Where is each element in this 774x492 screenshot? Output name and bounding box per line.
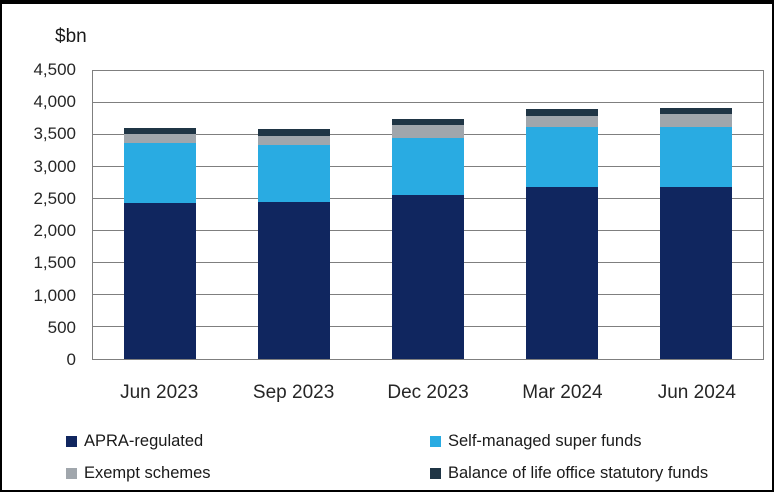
- bar-segment-exempt-schemes: [525, 116, 599, 128]
- legend-label: Balance of life office statutory funds: [448, 464, 709, 482]
- bar-slot-jun-2023: [93, 71, 227, 359]
- bar-slot-sep-2023: [227, 71, 361, 359]
- bar-segment-balance-of-life-office-statutory-funds: [525, 109, 599, 117]
- y-axis-tick-label: 3,000: [33, 156, 76, 176]
- legend: APRA-regulated Self-managed super funds Ex…: [66, 432, 764, 483]
- bar-segment-apra-regulated: [123, 202, 197, 359]
- legend-item-apra-regulated: APRA-regulated: [66, 432, 430, 451]
- y-axis-tick-label: 4,500: [33, 60, 76, 79]
- bar-segment-self-managed-super-funds: [123, 142, 197, 203]
- bar-segment-self-managed-super-funds: [659, 126, 733, 187]
- x-axis-label-jun-2023: Jun 2023: [120, 382, 199, 403]
- bar-segment-self-managed-super-funds: [391, 137, 465, 196]
- bar-segment-balance-of-life-office-statutory-funds: [391, 119, 465, 126]
- legend-swatch: [430, 436, 441, 447]
- stacked-bar-dec-2023: [391, 71, 465, 359]
- bar-segment-apra-regulated: [257, 202, 331, 359]
- legend-label: Self-managed super funds: [448, 432, 642, 450]
- legend-label: Exempt schemes: [84, 464, 211, 482]
- legend-item-balance-of-life-office-statutory-funds: Balance of life office statutory funds: [430, 464, 764, 483]
- legend-swatch: [66, 468, 77, 479]
- bar-segment-exempt-schemes: [659, 113, 733, 127]
- bar-segment-balance-of-life-office-statutory-funds: [123, 127, 197, 134]
- bar-segment-exempt-schemes: [123, 133, 197, 143]
- bar-segment-balance-of-life-office-statutory-funds: [659, 107, 733, 114]
- legend-item-self-managed-super-funds: Self-managed super funds: [430, 432, 764, 451]
- x-axis: Jun 2023 Sep 2023 Dec 2023 Mar 2024 Jun 2024: [92, 382, 764, 404]
- y-axis-tick-label: 4,000: [33, 92, 76, 112]
- y-axis-tick-label: 0: [66, 350, 76, 369]
- gridline: [93, 102, 763, 103]
- legend-swatch: [66, 436, 77, 447]
- y-axis-tick-label: 1,500: [33, 253, 76, 273]
- bar-segment-exempt-schemes: [257, 135, 331, 146]
- y-axis-tick-label: 2,000: [33, 221, 76, 241]
- bars-container: [93, 71, 763, 359]
- bar-segment-exempt-schemes: [391, 125, 465, 138]
- bar-segment-self-managed-super-funds: [257, 145, 331, 203]
- bar-slot-jun-2024: [629, 71, 763, 359]
- y-axis-tick-label: 2,500: [33, 188, 76, 208]
- y-axis-tick-label: 500: [47, 317, 76, 337]
- stacked-bar-jun-2023: [123, 71, 197, 359]
- bar-slot-mar-2024: [495, 71, 629, 359]
- x-axis-label-mar-2024: Mar 2024: [522, 382, 603, 403]
- bar-segment-balance-of-life-office-statutory-funds: [257, 128, 331, 136]
- y-axis-tick-label: 3,500: [33, 124, 76, 144]
- plot-area: [92, 70, 764, 360]
- legend-item-exempt-schemes: Exempt schemes: [66, 464, 430, 483]
- x-axis-label-jun-2024: Jun 2024: [657, 382, 736, 403]
- legend-label: APRA-regulated: [84, 432, 204, 450]
- x-axis-label-sep-2023: Sep 2023: [252, 382, 335, 403]
- legend-swatch: [430, 468, 441, 479]
- stacked-bar-jun-2024: [659, 71, 733, 359]
- bar-segment-apra-regulated: [391, 195, 465, 359]
- y-axis: 0 500 1,000 1,500 2,000 2,500 3,000 3,500 4,000 4…: [2, 60, 82, 369]
- bar-segment-self-managed-super-funds: [525, 127, 599, 188]
- y-axis-title: $bn: [55, 26, 87, 47]
- stacked-bar-sep-2023: [257, 71, 331, 359]
- bar-segment-apra-regulated: [525, 187, 599, 359]
- x-axis-label-dec-2023: Dec 2023: [387, 382, 469, 403]
- bar-segment-apra-regulated: [659, 186, 733, 359]
- y-axis-tick-label: 1,000: [33, 285, 76, 305]
- stacked-bar-mar-2024: [525, 71, 599, 359]
- bar-slot-dec-2023: [361, 71, 495, 359]
